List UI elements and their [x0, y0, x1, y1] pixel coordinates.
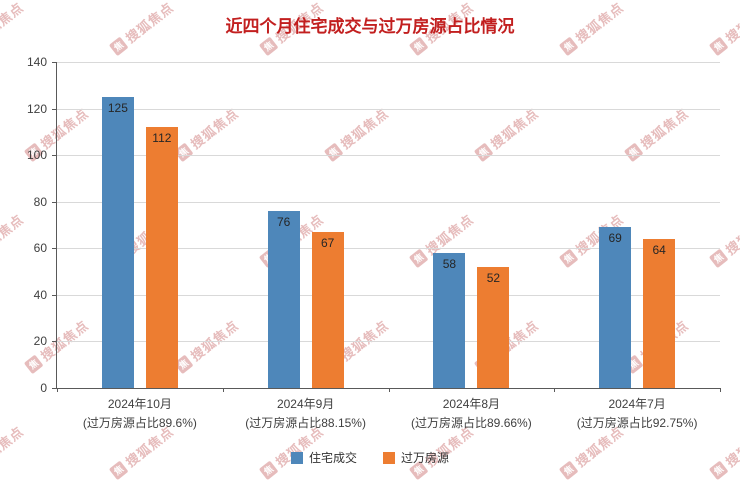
- y-axis-line: [56, 62, 57, 388]
- legend: 住宅成交 过万房源: [0, 449, 740, 466]
- legend-swatch-icon: [290, 451, 303, 464]
- y-axis-tick: [52, 108, 56, 110]
- bar-value-label: 64: [652, 242, 666, 257]
- y-axis-tick: [52, 248, 56, 250]
- category-month: 2024年8月: [442, 397, 501, 411]
- bar-过万房源-2024年10月: [145, 127, 178, 388]
- bar-住宅成交-2024年10月: [101, 96, 134, 388]
- bar-住宅成交-2024年9月: [267, 211, 300, 388]
- x-axis-tick: [720, 388, 721, 392]
- bar-过万房源-2024年7月: [643, 238, 676, 388]
- x-axis-category-label: 2024年10月 (过万房源占比89.6%): [57, 395, 223, 432]
- gridline: [57, 155, 720, 157]
- y-axis-tick: [52, 294, 56, 296]
- legend-item-过万房源: 过万房源: [383, 449, 449, 466]
- bar-过万房源-2024年8月: [477, 266, 510, 388]
- bar-住宅成交-2024年7月: [599, 227, 632, 388]
- gridline: [57, 62, 720, 63]
- x-axis-category-label: 2024年7月 (过万房源占比92.75%): [554, 395, 720, 432]
- bar-过万房源-2024年9月: [311, 231, 344, 388]
- y-axis-tick: [52, 155, 56, 157]
- bar-value-label: 58: [442, 256, 457, 271]
- category-ratio-note: (过万房源占比88.15%): [245, 415, 366, 430]
- y-axis-tick-label: 140: [26, 55, 47, 69]
- bar-value-label: 52: [486, 270, 501, 285]
- legend-label: 住宅成交: [308, 451, 357, 465]
- y-axis-tick-label: 60: [33, 241, 47, 256]
- y-axis-tick-label: 100: [26, 148, 47, 163]
- category-month: 2024年10月: [107, 397, 172, 411]
- x-axis-tick: [554, 388, 556, 392]
- bar-住宅成交-2024年8月: [433, 252, 466, 388]
- bar-value-label: 125: [107, 100, 128, 115]
- x-axis-tick: [222, 388, 224, 392]
- category-ratio-note: (过万房源占比89.6%): [82, 415, 197, 430]
- chart-title: 近四个月住宅成交与过万房源占比情况: [225, 17, 515, 36]
- gridline: [57, 341, 720, 343]
- x-axis-line: [56, 388, 720, 389]
- gridline: [57, 294, 720, 296]
- y-axis-tick-label: 0: [40, 381, 47, 395]
- y-axis-tick: [52, 388, 56, 389]
- category-month: 2024年7月: [608, 397, 666, 411]
- category-ratio-note: (过万房源占比92.75%): [576, 415, 698, 430]
- legend-swatch-icon: [383, 451, 395, 464]
- y-axis-tick-label: 80: [33, 194, 47, 209]
- y-axis-tick-label: 20: [33, 334, 47, 349]
- bar-value-label: 67: [320, 235, 335, 250]
- y-axis-tick: [52, 62, 56, 63]
- x-axis-tick: [57, 388, 58, 392]
- x-axis-category-label: 2024年9月 (过万房源占比88.15%): [223, 395, 389, 432]
- bar-value-label: 76: [276, 215, 291, 230]
- bar-value-label: 69: [608, 231, 622, 246]
- bar-value-label: 112: [152, 131, 172, 146]
- gridline: [57, 248, 720, 250]
- x-axis-category-label: 2024年8月 (过万房源占比89.66%): [389, 395, 555, 432]
- gridline: [57, 108, 720, 110]
- y-axis-tick: [52, 341, 56, 343]
- y-axis-tick-label: 120: [26, 101, 47, 116]
- legend-label: 过万房源: [401, 451, 450, 465]
- x-axis-tick: [388, 388, 390, 392]
- category-month: 2024年9月: [276, 397, 335, 411]
- legend-item-住宅成交: 住宅成交: [290, 449, 357, 466]
- gridline: [57, 201, 720, 203]
- y-axis-tick: [52, 201, 56, 203]
- category-ratio-note: (过万房源占比89.66%): [411, 415, 532, 430]
- y-axis-tick-label: 40: [33, 287, 47, 302]
